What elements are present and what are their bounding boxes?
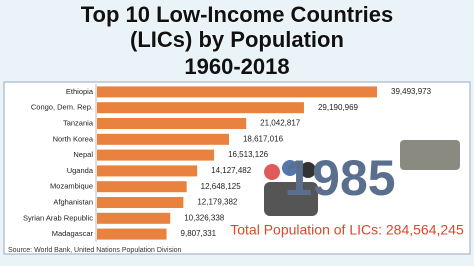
value-label: 12,179,382 [197, 198, 238, 207]
value-label: 14,127,482 [211, 166, 252, 175]
bar [97, 228, 167, 240]
person-icon [282, 160, 298, 176]
category-label: Nepal [73, 150, 93, 159]
source: Source: World Bank, United Nations Popul… [8, 247, 182, 254]
chart-subtitle: 1960-2018 [184, 54, 290, 79]
value-label: 21,042,817 [260, 119, 301, 128]
bar [97, 86, 377, 98]
bar [97, 181, 187, 193]
bar [97, 133, 229, 145]
value-label: 18,617,016 [243, 134, 284, 143]
bar [97, 149, 215, 161]
chart-title: Top 10 Low-Income Countries (LICs) by Po… [80, 2, 394, 52]
category-label: Afghanistan [53, 197, 93, 206]
value-label: 16,513,126 [228, 150, 269, 159]
value-label: 12,648,125 [201, 182, 242, 191]
value-label: 39,493,973 [391, 87, 432, 96]
category-label: Tanzania [63, 118, 94, 127]
category-label: Mozambique [50, 182, 93, 191]
bar [97, 118, 247, 129]
bar [97, 102, 304, 114]
category-label: Madagascar [52, 229, 94, 238]
bar [97, 165, 198, 177]
value-label: 10,326,338 [184, 213, 225, 222]
bar [97, 197, 184, 208]
person-icon [300, 162, 316, 178]
people-group [264, 182, 318, 216]
total-label: Total Population of LICs: 284,564,245 [230, 222, 464, 238]
value-label: 9,807,331 [181, 229, 217, 238]
category-label: Syrian Arab Republic [23, 213, 93, 222]
bar [97, 212, 171, 224]
person-icon [264, 164, 280, 180]
category-label: Uganda [67, 166, 94, 175]
category-label: North Korea [53, 134, 94, 143]
category-label: Congo, Dem. Rep. [31, 103, 93, 112]
harvester-icon [400, 140, 460, 170]
year-label: 1985 [284, 150, 395, 206]
value-label: 29,190,969 [318, 103, 359, 112]
category-label: Ethiopia [66, 87, 94, 96]
